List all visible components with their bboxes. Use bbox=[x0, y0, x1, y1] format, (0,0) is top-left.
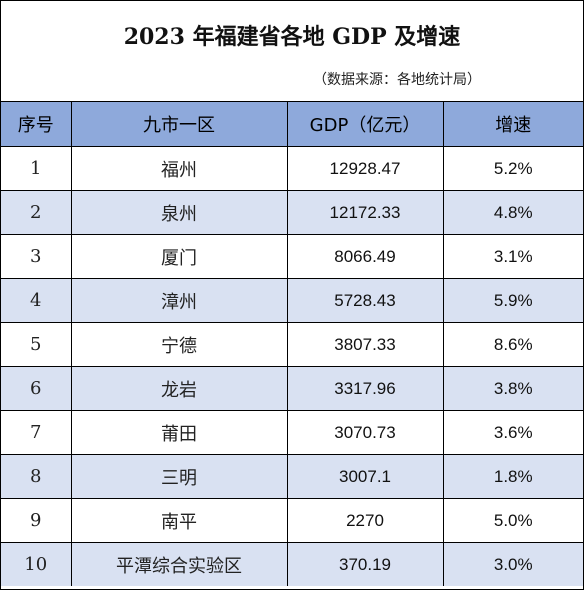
growth-cell: 3.1% bbox=[442, 234, 583, 279]
rank-cell: 7 bbox=[1, 410, 72, 455]
table-row: 3 厦门 8066.49 3.1% bbox=[1, 234, 583, 279]
table-row: 8 三明 3007.1 1.8% bbox=[1, 454, 583, 499]
header-region: 九市一区 bbox=[70, 102, 288, 147]
growth-cell: 5.2% bbox=[442, 146, 583, 191]
table-row: 4 漳州 5728.43 5.9% bbox=[1, 278, 583, 323]
gdp-cell: 3807.33 bbox=[286, 322, 444, 367]
growth-cell: 4.8% bbox=[442, 190, 583, 235]
table-title: 2023 年福建省各地 GDP 及增速 bbox=[123, 24, 461, 50]
region-cell: 漳州 bbox=[70, 278, 288, 323]
table-row: 10 平潭综合实验区 370.19 3.0% bbox=[1, 542, 583, 586]
table-row: 5 宁德 3807.33 8.6% bbox=[1, 322, 583, 367]
region-cell: 莆田 bbox=[70, 410, 288, 455]
rank-cell: 3 bbox=[1, 234, 72, 279]
region-cell: 泉州 bbox=[70, 190, 288, 235]
gdp-cell: 3007.1 bbox=[286, 454, 444, 499]
header-row: 序号 九市一区 GDP（亿元） 增速 bbox=[1, 102, 583, 147]
data-source-note: （数据来源：各地统计局） bbox=[313, 72, 481, 88]
region-cell: 龙岩 bbox=[70, 366, 288, 411]
region-cell: 厦门 bbox=[70, 234, 288, 279]
growth-cell: 3.0% bbox=[442, 542, 583, 586]
gdp-cell: 5728.43 bbox=[286, 278, 444, 323]
header-gdp: GDP（亿元） bbox=[286, 102, 444, 147]
rank-cell: 9 bbox=[1, 498, 72, 543]
growth-cell: 8.6% bbox=[442, 322, 583, 367]
gdp-cell: 2270 bbox=[286, 498, 444, 543]
table-row: 1 福州 12928.47 5.2% bbox=[1, 146, 583, 191]
gdp-cell: 3317.96 bbox=[286, 366, 444, 411]
rank-cell: 5 bbox=[1, 322, 72, 367]
gdp-table: 序号 九市一区 GDP（亿元） 增速 1 福州 12928.47 5.2% 2 … bbox=[1, 102, 583, 586]
gdp-cell: 370.19 bbox=[286, 542, 444, 586]
growth-cell: 3.6% bbox=[442, 410, 583, 455]
growth-cell: 5.0% bbox=[442, 498, 583, 543]
header-growth: 增速 bbox=[442, 102, 583, 147]
header-rank: 序号 bbox=[1, 102, 72, 147]
rank-cell: 10 bbox=[1, 542, 72, 586]
table-row: 7 莆田 3070.73 3.6% bbox=[1, 410, 583, 455]
gdp-cell: 3070.73 bbox=[286, 410, 444, 455]
table-row: 6 龙岩 3317.96 3.8% bbox=[1, 366, 583, 411]
table-row: 2 泉州 12172.33 4.8% bbox=[1, 190, 583, 235]
rank-cell: 8 bbox=[1, 454, 72, 499]
growth-cell: 1.8% bbox=[442, 454, 583, 499]
growth-cell: 3.8% bbox=[442, 366, 583, 411]
region-cell: 福州 bbox=[70, 146, 288, 191]
rank-cell: 2 bbox=[1, 190, 72, 235]
rank-cell: 6 bbox=[1, 366, 72, 411]
rank-cell: 4 bbox=[1, 278, 72, 323]
region-cell: 南平 bbox=[70, 498, 288, 543]
region-cell: 三明 bbox=[70, 454, 288, 499]
rank-cell: 1 bbox=[1, 146, 72, 191]
region-cell: 平潭综合实验区 bbox=[70, 542, 288, 586]
title-block: 2023 年福建省各地 GDP 及增速 （数据来源：各地统计局） bbox=[1, 1, 583, 102]
gdp-cell: 12172.33 bbox=[286, 190, 444, 235]
growth-cell: 5.9% bbox=[442, 278, 583, 323]
gdp-cell: 12928.47 bbox=[286, 146, 444, 191]
table-row: 9 南平 2270 5.0% bbox=[1, 498, 583, 543]
gdp-cell: 8066.49 bbox=[286, 234, 444, 279]
region-cell: 宁德 bbox=[70, 322, 288, 367]
